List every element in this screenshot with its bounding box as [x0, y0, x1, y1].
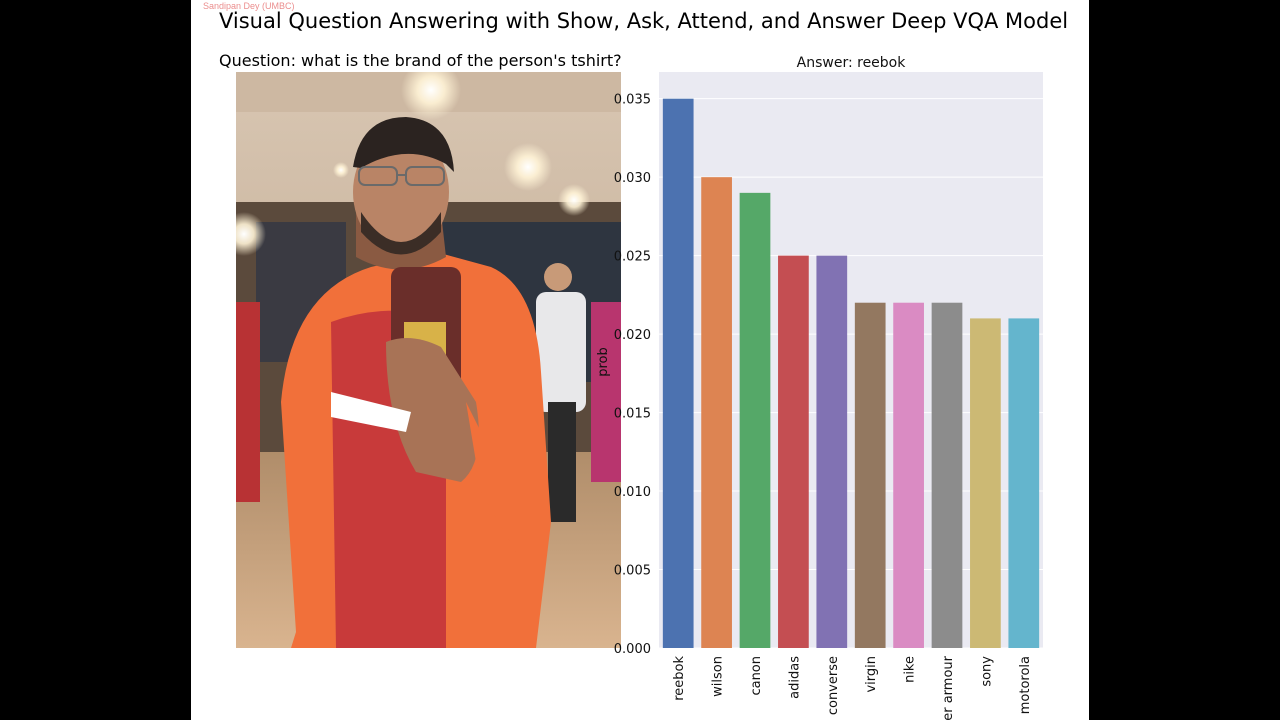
bars: [662, 98, 1040, 648]
chart-title: Answer: reebok: [797, 55, 907, 71]
y-tick-label: 0.025: [614, 250, 651, 265]
bar-virgin: [854, 302, 886, 648]
x-tick-label: sony: [979, 656, 994, 687]
x-tick-label: under armour: [941, 655, 956, 720]
x-ticks: reebok wilson canon adidas converse virgin nik…: [672, 655, 1033, 720]
y-tick-label: 0.035: [614, 93, 651, 108]
page-title: Visual Question Answering with Show, Ask…: [219, 9, 1069, 33]
x-tick-label: converse: [826, 656, 841, 715]
bar-sony: [970, 318, 1001, 648]
x-tick-label: motorola: [1018, 656, 1033, 714]
bar-nike: [893, 302, 924, 648]
bar-motorola: [1008, 318, 1040, 648]
x-tick-label: adidas: [787, 656, 802, 699]
bar-converse: [816, 255, 848, 648]
y-tick-label: 0.015: [614, 407, 651, 422]
bar-canon: [739, 192, 771, 648]
x-tick-label: wilson: [711, 656, 726, 697]
y-tick-label: 0.005: [614, 564, 651, 579]
x-tick-label: reebok: [672, 656, 687, 701]
x-tick-label: virgin: [864, 656, 879, 693]
selfie-photo: [236, 72, 621, 648]
y-tick-label: 0.000: [614, 642, 651, 657]
y-axis-label: prob: [596, 347, 611, 377]
y-tick-label: 0.010: [614, 485, 651, 500]
bar-reebok: [662, 98, 694, 648]
bar-adidas: [778, 255, 809, 648]
y-tick-label: 0.030: [614, 171, 651, 186]
x-tick-label: canon: [749, 656, 764, 696]
y-tick-label: 0.020: [614, 328, 651, 343]
x-tick-label: nike: [903, 656, 918, 683]
bar-under-armour: [931, 302, 963, 648]
watermark: Sandipan Dey (UMBC): [203, 1, 295, 11]
question-text: Question: what is the brand of the perso…: [219, 51, 622, 70]
bar-wilson: [701, 177, 732, 648]
y-ticks: 0.000 0.005 0.010 0.015 0.020 0.025 0.030 0.035: [614, 93, 651, 657]
